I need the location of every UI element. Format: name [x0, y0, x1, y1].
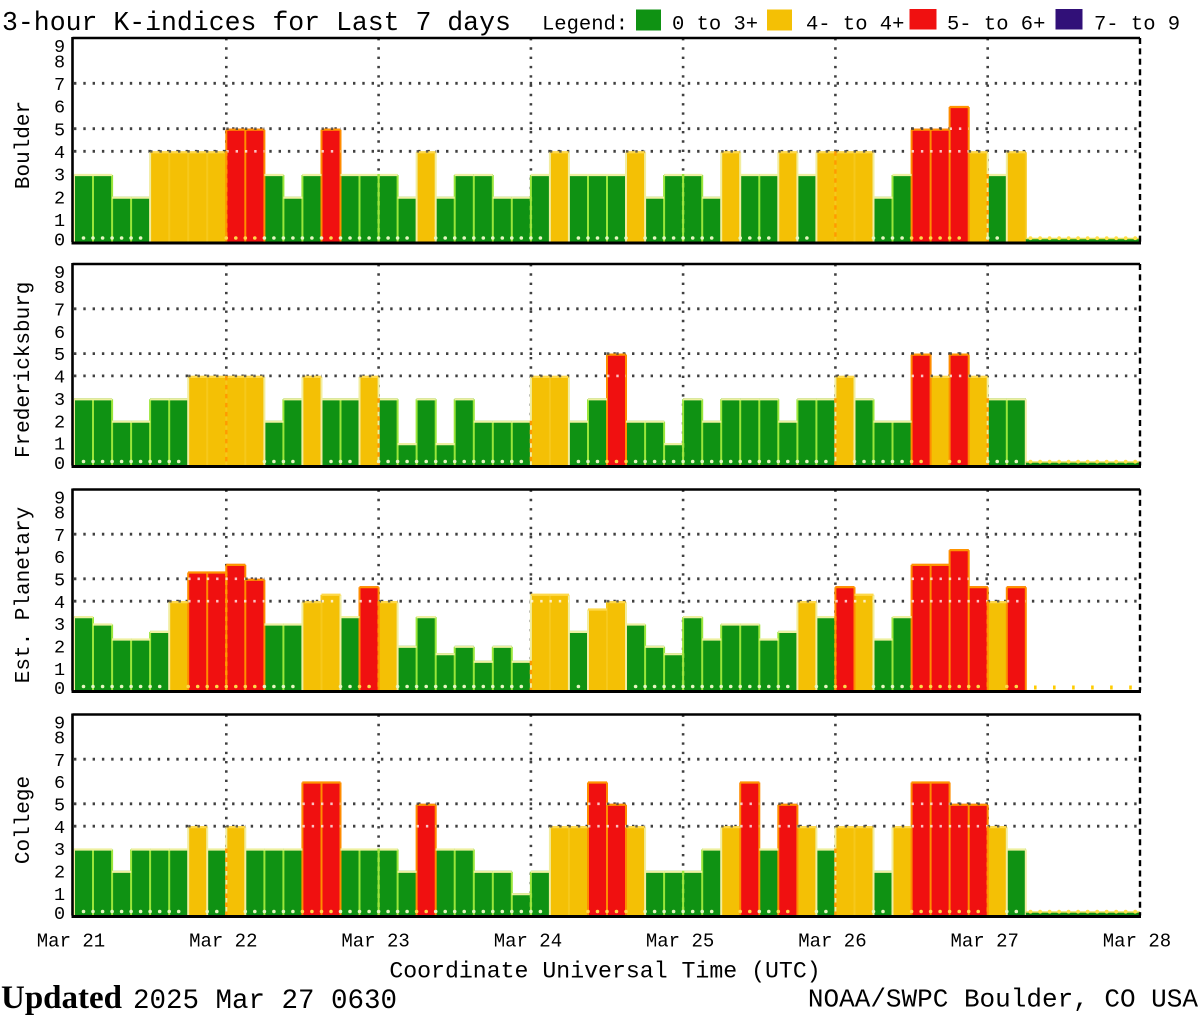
svg-text:2: 2 — [54, 188, 65, 209]
svg-text:1: 1 — [54, 435, 65, 456]
svg-text:4: 4 — [54, 143, 65, 164]
svg-text:6: 6 — [54, 98, 65, 119]
svg-text:4: 4 — [54, 368, 65, 389]
svg-text:College: College — [13, 776, 36, 864]
svg-text:Updated: Updated — [1, 980, 122, 1016]
svg-text:9: 9 — [54, 37, 65, 58]
svg-text:7: 7 — [54, 300, 65, 321]
svg-text:NOAA/SWPC Boulder, CO USA: NOAA/SWPC Boulder, CO USA — [808, 985, 1198, 1015]
svg-text:3: 3 — [54, 615, 65, 636]
svg-text:1: 1 — [54, 211, 65, 232]
svg-text:7- to 9: 7- to 9 — [1094, 14, 1180, 37]
svg-text:3-hour K-indices for Last 7 da: 3-hour K-indices for Last 7 days — [2, 8, 511, 38]
svg-text:8: 8 — [54, 503, 65, 524]
svg-text:8: 8 — [54, 52, 65, 73]
svg-text:1: 1 — [54, 660, 65, 681]
svg-text:0 to 3+: 0 to 3+ — [672, 14, 758, 37]
svg-text:8: 8 — [54, 278, 65, 299]
svg-text:5- to 6+: 5- to 6+ — [947, 14, 1045, 37]
svg-text:9: 9 — [54, 489, 65, 510]
svg-text:5: 5 — [54, 120, 65, 141]
svg-text:Mar 21: Mar 21 — [37, 931, 105, 953]
svg-text:2: 2 — [54, 862, 65, 883]
svg-text:Mar 25: Mar 25 — [646, 931, 714, 953]
svg-text:Mar 28: Mar 28 — [1103, 931, 1171, 953]
svg-text:8: 8 — [54, 728, 65, 749]
svg-text:3: 3 — [54, 840, 65, 861]
svg-text:Coordinate Universal Time (UTC: Coordinate Universal Time (UTC) — [389, 959, 820, 985]
svg-text:2025 Mar 27 0630: 2025 Mar 27 0630 — [133, 986, 397, 1017]
svg-text:0: 0 — [54, 904, 65, 925]
svg-text:4- to 4+: 4- to 4+ — [806, 14, 904, 37]
svg-text:Mar 22: Mar 22 — [189, 931, 257, 953]
svg-text:Est. Planetary: Est. Planetary — [13, 507, 36, 683]
svg-text:3: 3 — [54, 166, 65, 187]
svg-text:7: 7 — [54, 526, 65, 547]
svg-text:9: 9 — [54, 714, 65, 735]
svg-text:6: 6 — [54, 323, 65, 344]
svg-text:5: 5 — [54, 795, 65, 816]
svg-text:Legend:: Legend: — [542, 14, 628, 37]
svg-text:3: 3 — [54, 390, 65, 411]
svg-text:0: 0 — [54, 454, 65, 475]
svg-text:4: 4 — [54, 818, 65, 839]
svg-text:5: 5 — [54, 345, 65, 366]
svg-text:2: 2 — [54, 412, 65, 433]
svg-text:0: 0 — [54, 230, 65, 251]
svg-text:Mar 23: Mar 23 — [341, 931, 409, 953]
svg-text:6: 6 — [54, 773, 65, 794]
svg-text:7: 7 — [54, 75, 65, 96]
svg-text:Mar 27: Mar 27 — [950, 931, 1018, 953]
svg-text:4: 4 — [54, 593, 65, 614]
svg-text:Mar 26: Mar 26 — [798, 931, 866, 953]
svg-text:5: 5 — [54, 570, 65, 591]
svg-text:9: 9 — [54, 263, 65, 284]
svg-text:Fredericksburg: Fredericksburg — [13, 282, 36, 458]
svg-text:1: 1 — [54, 885, 65, 906]
svg-text:Boulder: Boulder — [13, 101, 36, 189]
svg-text:7: 7 — [54, 751, 65, 772]
svg-text:6: 6 — [54, 548, 65, 569]
svg-text:0: 0 — [54, 679, 65, 700]
svg-text:Mar 24: Mar 24 — [494, 931, 562, 953]
svg-text:2: 2 — [54, 637, 65, 658]
